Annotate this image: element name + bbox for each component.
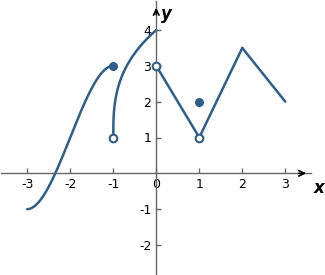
Text: x: x bbox=[313, 179, 324, 197]
Text: y: y bbox=[162, 5, 172, 23]
